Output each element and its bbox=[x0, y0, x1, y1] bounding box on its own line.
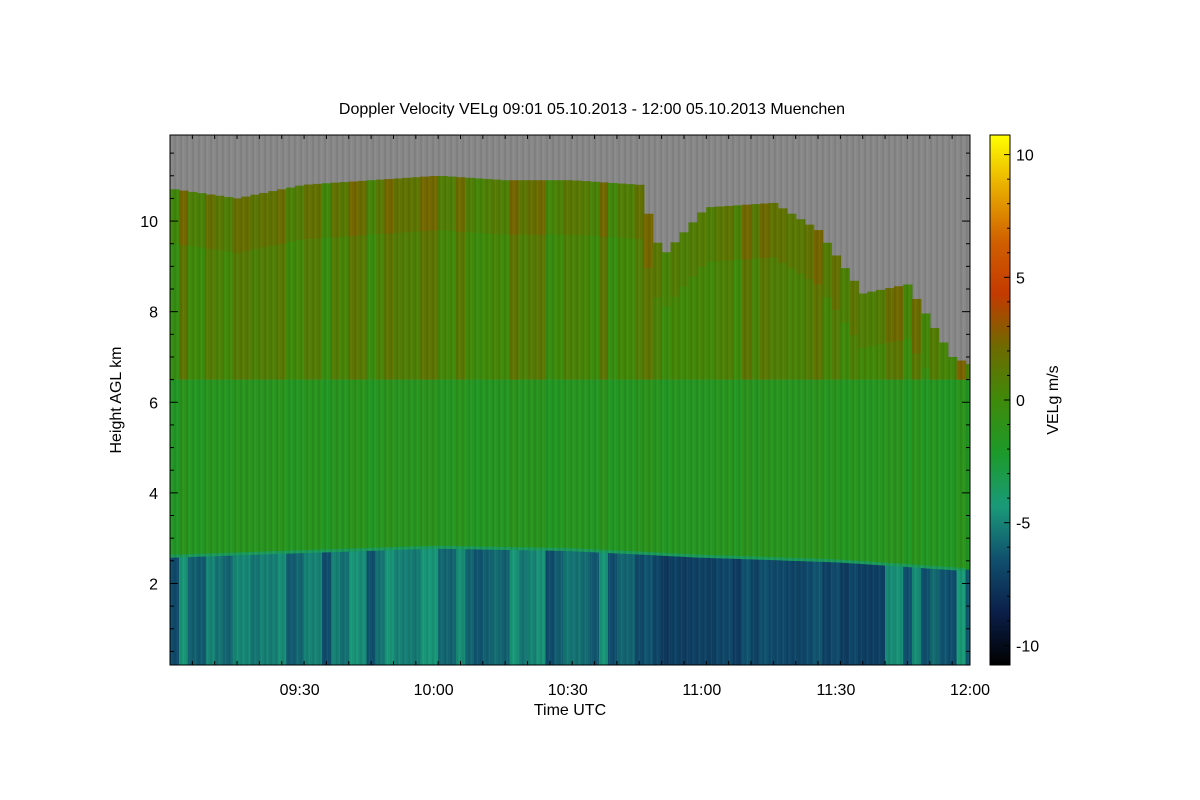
x-tick-label: 10:00 bbox=[414, 682, 454, 699]
velocity-heatmap bbox=[170, 135, 970, 665]
colorbar-label: VELg m/s bbox=[1045, 365, 1062, 434]
y-tick-label: 8 bbox=[149, 305, 158, 322]
colorbar-tick-label: 10 bbox=[1016, 148, 1034, 165]
x-tick-label: 11:00 bbox=[682, 682, 721, 699]
y-axis-label: Height AGL km bbox=[108, 346, 125, 453]
x-tick-label: 12:00 bbox=[950, 682, 990, 699]
colorbar-ticks: -10 -5 0 5 10 bbox=[1004, 148, 1039, 655]
y-tick-label: 4 bbox=[149, 486, 158, 503]
y-axis-ticks: 2 4 6 8 10 bbox=[140, 152, 970, 652]
colorbar-tick-label: -5 bbox=[1016, 516, 1030, 533]
y-tick-label: 10 bbox=[140, 214, 158, 231]
x-tick-label: 10:30 bbox=[548, 682, 588, 699]
colorbar: -10 -5 0 5 10 VELg m/s bbox=[989, 134, 1062, 666]
x-axis-label: Time UTC bbox=[534, 702, 606, 719]
plot-frame bbox=[169, 134, 971, 666]
x-axis-ticks: 09:30 10:00 10:30 11:00 11:30 12:00 bbox=[169, 135, 990, 699]
colorbar-tick-label: 0 bbox=[1016, 393, 1025, 410]
y-tick-label: 6 bbox=[149, 395, 158, 412]
x-tick-label: 11:30 bbox=[816, 682, 855, 699]
streak-texture bbox=[170, 135, 970, 665]
colorbar-tick-label: 5 bbox=[1016, 270, 1025, 287]
plot-area: 09:30 10:00 10:30 11:00 11:30 12:00 2 4 6 8 10 bbox=[140, 134, 990, 699]
chart-title: Doppler Velocity VELg 09:01 05.10.2013 -… bbox=[339, 101, 845, 118]
colorbar-tick-label: -10 bbox=[1016, 638, 1039, 655]
x-tick-label: 09:30 bbox=[280, 682, 320, 699]
y-tick-label: 2 bbox=[149, 576, 158, 593]
